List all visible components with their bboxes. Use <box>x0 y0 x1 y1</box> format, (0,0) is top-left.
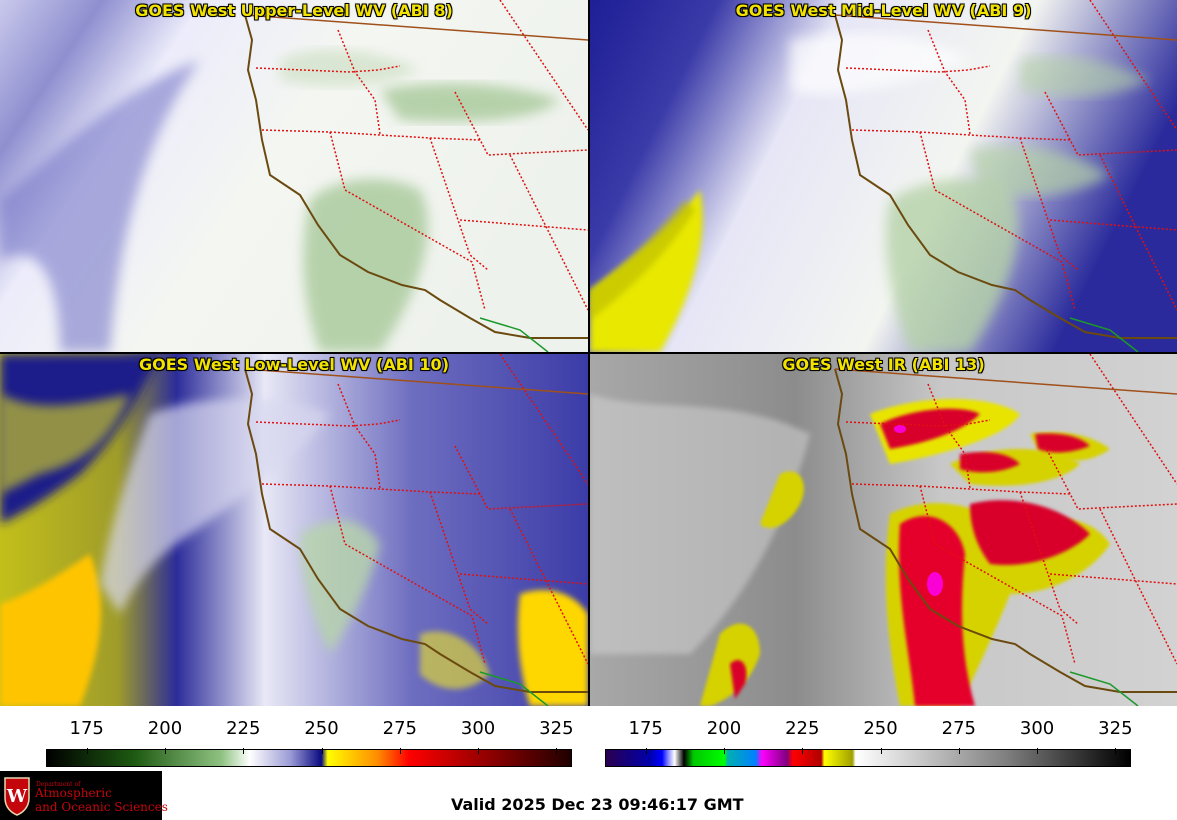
colorbar-tick-mark <box>399 748 401 754</box>
logo-department-text: Department of <box>36 781 81 788</box>
colorbar-tick-mark <box>1037 748 1039 754</box>
colorbar-tick-mark <box>478 748 480 754</box>
colorbar-tick-label: 325 <box>1098 718 1133 739</box>
panel-low-level-wv: GOES West Low-Level WV (ABI 10) <box>0 354 588 706</box>
colorbar-tick-label: 225 <box>226 718 261 739</box>
colorbar-tick-label: 175 <box>628 718 663 739</box>
mid-level-wv-image <box>590 0 1177 352</box>
colorbar-tick-label: 200 <box>147 718 183 739</box>
infrared-image <box>590 354 1177 706</box>
colorbar-tick-label: 275 <box>382 718 417 739</box>
logo-oceanic-text: and Oceanic Sciences <box>35 800 168 814</box>
colorbar-tick-mark <box>802 748 804 754</box>
colorbar-tick-label: 325 <box>539 718 574 739</box>
colorbar-tick-mark <box>880 748 882 754</box>
colorbar-tick-mark <box>556 748 558 754</box>
colorbar-tick-label: 225 <box>785 718 820 739</box>
panel-mid-level-wv: GOES West Mid-Level WV (ABI 9) <box>590 0 1177 352</box>
colorbar-infrared: 175 200 225 250 275 300 325 <box>605 706 1133 770</box>
svg-text:W: W <box>6 786 28 807</box>
panel-upper-level-wv: GOES West Upper-Level WV (ABI 8) <box>0 0 588 352</box>
upper-level-wv-image <box>0 0 588 352</box>
colorbar-water-vapor: 175 200 225 250 275 300 325 <box>46 706 574 770</box>
uw-aos-logo: W Department of Atmospheric and Oceanic … <box>0 771 168 820</box>
colorbar-tick-label: 300 <box>1019 718 1055 739</box>
colorbar-tick-mark <box>1115 748 1117 754</box>
satellite-image-grid: GOES West Upper-Level WV (ABI 8) <box>0 0 1177 706</box>
colorbar-tick-mark <box>164 748 166 754</box>
colorbar-tick-label: 250 <box>863 718 898 739</box>
colorbar-tick-label: 250 <box>304 718 339 739</box>
colorbar-tick-mark <box>958 748 960 754</box>
colorbar-tick-label: 200 <box>706 718 742 739</box>
colorbar-tick-mark <box>321 748 323 754</box>
colorbar-tick-label: 175 <box>69 718 104 739</box>
logo-atmospheric-text: Atmospheric <box>35 786 112 800</box>
panel-title: GOES West IR (ABI 13) <box>782 355 985 374</box>
colorbar-tick-label: 300 <box>460 718 496 739</box>
colorbar-gradient-wv <box>46 749 572 767</box>
colorbar-tick-mark <box>645 748 647 754</box>
colorbar-tick-mark <box>243 748 245 754</box>
valid-timestamp: Valid 2025 Dec 23 09:46:17 GMT <box>451 795 744 814</box>
panel-title: GOES West Upper-Level WV (ABI 8) <box>135 1 453 20</box>
uw-crest-icon: W <box>4 777 30 816</box>
colorbar-tick-label: 275 <box>941 718 976 739</box>
low-level-wv-image <box>0 354 588 706</box>
colorbar-tick-mark <box>86 748 88 754</box>
colorbar-gradient-ir <box>605 749 1131 767</box>
colorbar-tick-mark <box>723 748 725 754</box>
panel-title: GOES West Low-Level WV (ABI 10) <box>138 355 449 374</box>
panel-infrared: GOES West IR (ABI 13) <box>590 354 1177 706</box>
panel-title: GOES West Mid-Level WV (ABI 9) <box>735 1 1032 20</box>
